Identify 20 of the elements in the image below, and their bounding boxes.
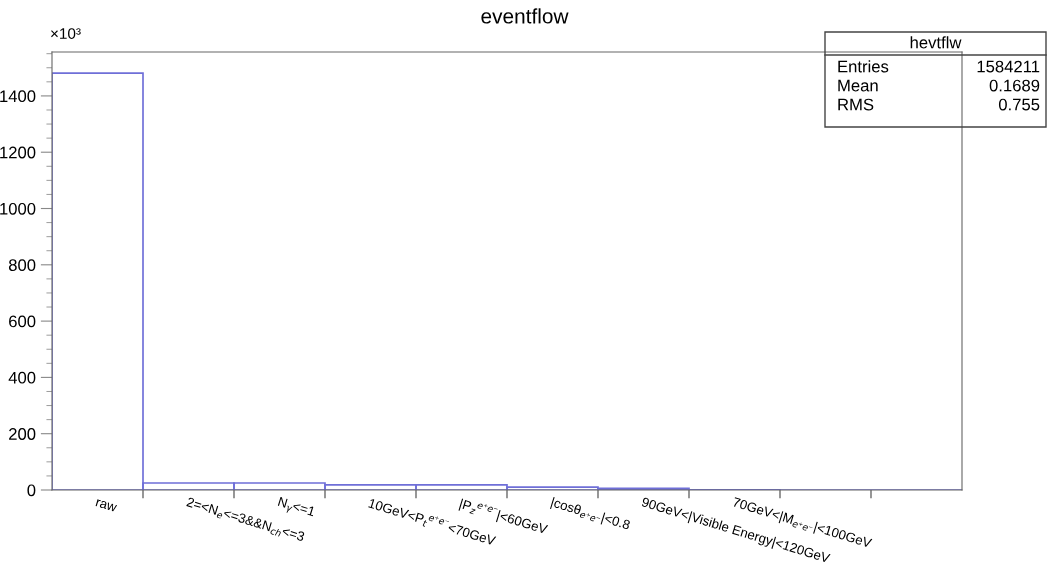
y-tick-label: 0 [27,484,36,497]
text: 0.755 [998,98,1040,111]
text: 1584211 [977,60,1040,73]
annotation: RMS [838,98,874,111]
y-tick-label: 200 [9,428,36,440]
y-tick-label: 1400 [0,90,36,103]
text: ×10³ [51,28,81,39]
y-tick-label: 1000 [0,202,36,215]
text: 0.1689 [989,79,1040,92]
x-tick-label: |cosθ$_{e⁺e⁻}$|<0.8 [550,496,631,533]
y-tick-label: 400 [8,371,36,384]
x-tick-label: raw [95,499,118,513]
y-tick-label: 800 [8,259,36,272]
x-tick-label: N$_{γ}$<=1 [276,496,316,521]
y-tick-label: 1200 [0,146,36,159]
annotation: Mean [838,79,878,92]
text: hevtflw [910,36,962,49]
y-tick-label: 600 [9,315,36,328]
annotation: Entries [838,60,889,73]
chart-title: eventflow [481,8,569,24]
